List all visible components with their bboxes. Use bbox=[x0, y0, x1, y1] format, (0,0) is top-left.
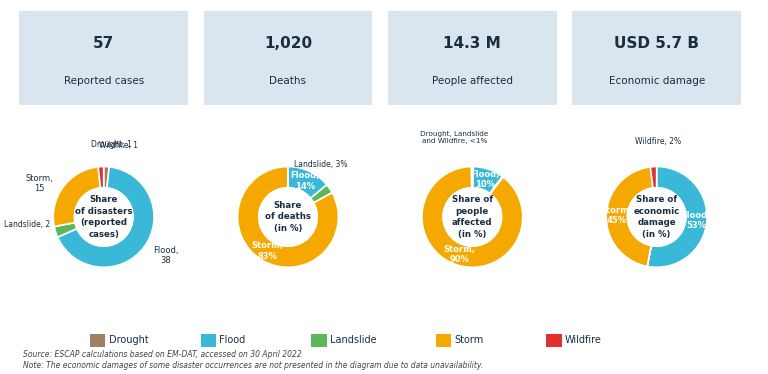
Text: 57: 57 bbox=[93, 36, 114, 52]
Wedge shape bbox=[310, 185, 333, 203]
Text: Storm: Storm bbox=[455, 335, 484, 345]
Bar bbox=[547, 334, 561, 347]
Wedge shape bbox=[490, 177, 503, 194]
Wedge shape bbox=[58, 167, 154, 267]
Wedge shape bbox=[650, 166, 657, 188]
Text: Deaths: Deaths bbox=[270, 76, 306, 86]
FancyBboxPatch shape bbox=[11, 9, 197, 108]
Text: Share
of deaths
(in %): Share of deaths (in %) bbox=[265, 200, 311, 233]
Circle shape bbox=[74, 188, 133, 246]
Circle shape bbox=[443, 188, 502, 246]
Text: Drought: Drought bbox=[109, 335, 149, 345]
Text: Source: ESCAP calculations based on EM-DAT, accessed on 30 April 2022
Note: The : Source: ESCAP calculations based on EM-D… bbox=[23, 350, 483, 370]
Text: Wildfire, 1: Wildfire, 1 bbox=[99, 141, 137, 150]
Text: Storm,
90%: Storm, 90% bbox=[444, 245, 475, 264]
Wedge shape bbox=[55, 223, 77, 237]
Text: Storm,
83%: Storm, 83% bbox=[252, 242, 283, 261]
Text: Share
of disasters
(reported
cases): Share of disasters (reported cases) bbox=[75, 195, 132, 239]
FancyBboxPatch shape bbox=[379, 9, 565, 108]
Wedge shape bbox=[606, 167, 653, 266]
Wedge shape bbox=[53, 167, 101, 227]
Bar bbox=[91, 334, 105, 347]
Wedge shape bbox=[473, 166, 502, 193]
Wedge shape bbox=[647, 166, 707, 267]
Text: Share of
economic
damage
(in %): Share of economic damage (in %) bbox=[634, 195, 680, 239]
Text: Flood,
14%: Flood, 14% bbox=[290, 171, 319, 191]
Text: Landslide, 3%: Landslide, 3% bbox=[294, 160, 348, 169]
Text: Drought, 1: Drought, 1 bbox=[91, 141, 132, 150]
Text: USD 5.7 B: USD 5.7 B bbox=[614, 36, 699, 52]
Text: Drought, Landslide
and Wildfire, <1%: Drought, Landslide and Wildfire, <1% bbox=[421, 131, 489, 144]
Wedge shape bbox=[288, 166, 327, 198]
FancyBboxPatch shape bbox=[564, 9, 750, 108]
Text: People affected: People affected bbox=[432, 76, 513, 86]
Bar bbox=[436, 334, 451, 347]
Circle shape bbox=[259, 188, 317, 246]
Wedge shape bbox=[472, 166, 473, 188]
Text: 14.3 M: 14.3 M bbox=[443, 36, 502, 52]
Text: Flood: Flood bbox=[220, 335, 246, 345]
FancyBboxPatch shape bbox=[195, 9, 381, 108]
Text: Landslide, 2: Landslide, 2 bbox=[4, 220, 50, 229]
Text: Storm,
15: Storm, 15 bbox=[25, 174, 53, 193]
Circle shape bbox=[627, 188, 686, 246]
Wedge shape bbox=[422, 166, 523, 267]
Text: Reported cases: Reported cases bbox=[64, 76, 144, 86]
Text: Wildfire, 2%: Wildfire, 2% bbox=[635, 138, 681, 147]
Bar bbox=[312, 334, 326, 347]
Wedge shape bbox=[237, 166, 339, 267]
Text: Flood,
38: Flood, 38 bbox=[153, 246, 179, 265]
Text: Flood,
53%: Flood, 53% bbox=[681, 211, 711, 230]
Wedge shape bbox=[104, 166, 109, 188]
Text: Landslide: Landslide bbox=[330, 335, 377, 345]
Text: Economic damage: Economic damage bbox=[608, 76, 705, 86]
Wedge shape bbox=[647, 246, 651, 266]
Bar bbox=[201, 334, 216, 347]
Text: Share of
people
affected
(in %): Share of people affected (in %) bbox=[452, 195, 493, 239]
Text: Flood,
10%: Flood, 10% bbox=[471, 169, 500, 189]
Text: Storm,
45%: Storm, 45% bbox=[601, 206, 633, 226]
Text: Wildfire: Wildfire bbox=[565, 335, 602, 345]
Wedge shape bbox=[98, 166, 104, 188]
Text: 1,020: 1,020 bbox=[264, 36, 312, 52]
